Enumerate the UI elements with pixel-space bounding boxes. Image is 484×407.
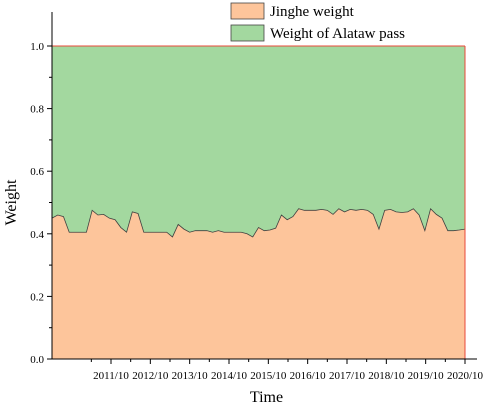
y-tick-label: 0.6 — [30, 166, 44, 178]
x-tick-label: 2013/10 — [172, 370, 209, 382]
y-tick-label: 1.0 — [30, 41, 44, 53]
legend-label: Weight of Alataw pass — [270, 26, 405, 42]
y-axis-title: Weight — [3, 179, 20, 225]
legend: Jinghe weight Weight of Alataw pass — [230, 2, 405, 42]
y-tick-label: 0.0 — [30, 354, 44, 366]
area-jinghe-weight — [52, 208, 465, 359]
y-tick-label: 0.4 — [30, 229, 44, 241]
areas-layer — [51, 45, 466, 359]
x-tick-label: 2020/10 — [447, 370, 484, 382]
y-tick-label: 0.8 — [30, 104, 44, 116]
x-tick-label: 2019/10 — [408, 370, 445, 382]
legend-swatch — [230, 2, 265, 20]
series-line-jinghe-weight — [51, 207, 466, 238]
y-tick-label: 0.2 — [30, 291, 44, 303]
legend-label: Jinghe weight — [270, 4, 355, 20]
x-axis-title: Time — [250, 389, 283, 406]
x-tick-label: 2015/10 — [250, 370, 287, 382]
x-tick-label: 2018/10 — [368, 370, 405, 382]
x-tick-label: 2016/10 — [290, 370, 327, 382]
x-tick-label: 2014/10 — [211, 370, 248, 382]
x-tick-label: 2012/10 — [132, 370, 169, 382]
x-tick-label: 2011/10 — [93, 370, 129, 382]
x-tick-label: 2017/10 — [329, 370, 366, 382]
legend-swatch — [230, 24, 265, 42]
area-weight-of-alataw-pass — [52, 46, 465, 237]
